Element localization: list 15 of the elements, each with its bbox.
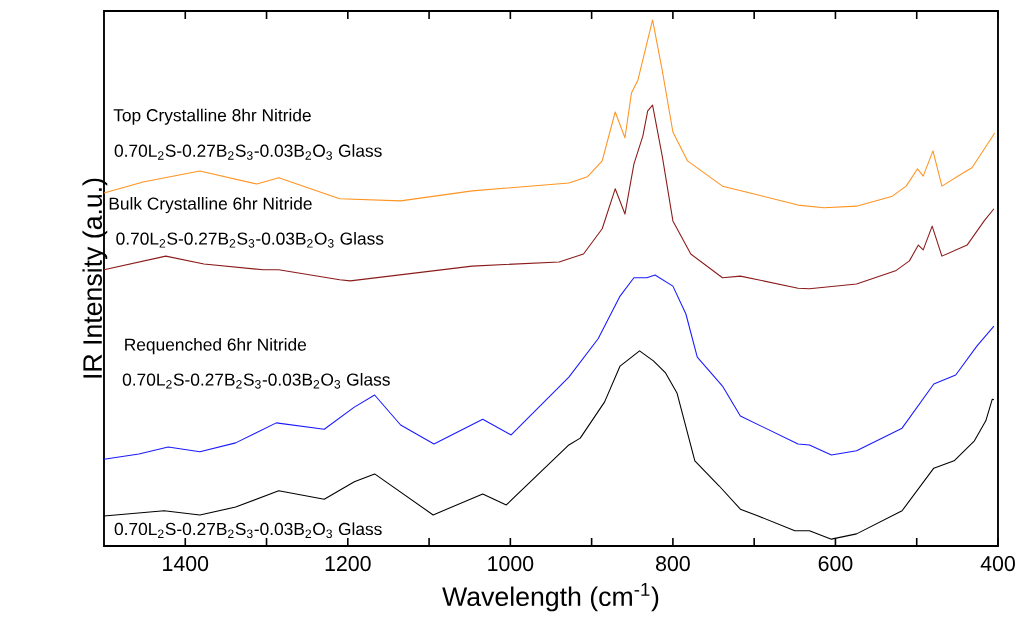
text: 0.70L$_{2}$S-0.27B$_{2}$S$_{3}$-0.03B$_{2}$O$_{3}$ Glass bbox=[116, 232, 384, 248]
text: 0.70L$_{2}$S-0.27B$_{2}$S$_{3}$-0.03B$_{2}$O$_{3}$ Glass bbox=[122, 372, 390, 389]
annotation: Requenched 6hr Nitride bbox=[125, 338, 307, 355]
annotation: Top Crystalline 8hr Nitride bbox=[113, 108, 311, 125]
text: 0.70L$_{2}$S-0.27B$_{2}$S$_{3}$-0.03B$_{2}$O$_{3}$ Glass bbox=[114, 144, 382, 160]
annotation: Bulk Crystalline 6hr Nitride bbox=[109, 197, 312, 214]
x-tick-label: 600 bbox=[818, 556, 853, 572]
x-tick-label: 1200 bbox=[325, 556, 371, 572]
x-tick-label: 800 bbox=[656, 556, 690, 572]
y-axis-title: IR Intensity (a.u.) bbox=[82, 178, 108, 378]
x-axis-title: Wavelength (cm$^{-1}$) bbox=[442, 582, 659, 612]
text: 0.70L$_{2}$S-0.27B$_{2}$S$_{3}$-0.03B$_{2}$O$_{3}$ Glass bbox=[114, 522, 382, 539]
x-tick-label: 1400 bbox=[163, 556, 209, 572]
x-tick-label: 400 bbox=[980, 556, 1015, 572]
x-tick-label: 1000 bbox=[488, 556, 534, 572]
